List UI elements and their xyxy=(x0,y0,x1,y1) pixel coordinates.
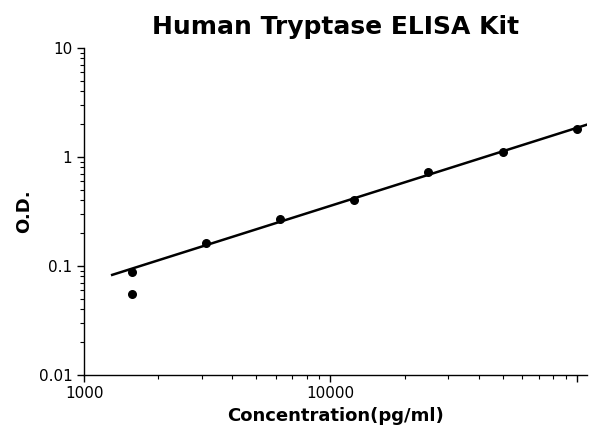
Point xyxy=(127,290,137,297)
Y-axis label: O.D.: O.D. xyxy=(15,190,33,233)
Point xyxy=(275,215,285,222)
Point xyxy=(572,125,582,132)
Point xyxy=(424,169,433,176)
Point xyxy=(201,240,211,247)
Point xyxy=(498,149,507,156)
Title: Human Tryptase ELISA Kit: Human Tryptase ELISA Kit xyxy=(152,15,519,39)
Point xyxy=(127,268,137,275)
Point xyxy=(350,197,359,204)
X-axis label: Concentration(pg/ml): Concentration(pg/ml) xyxy=(227,407,444,425)
